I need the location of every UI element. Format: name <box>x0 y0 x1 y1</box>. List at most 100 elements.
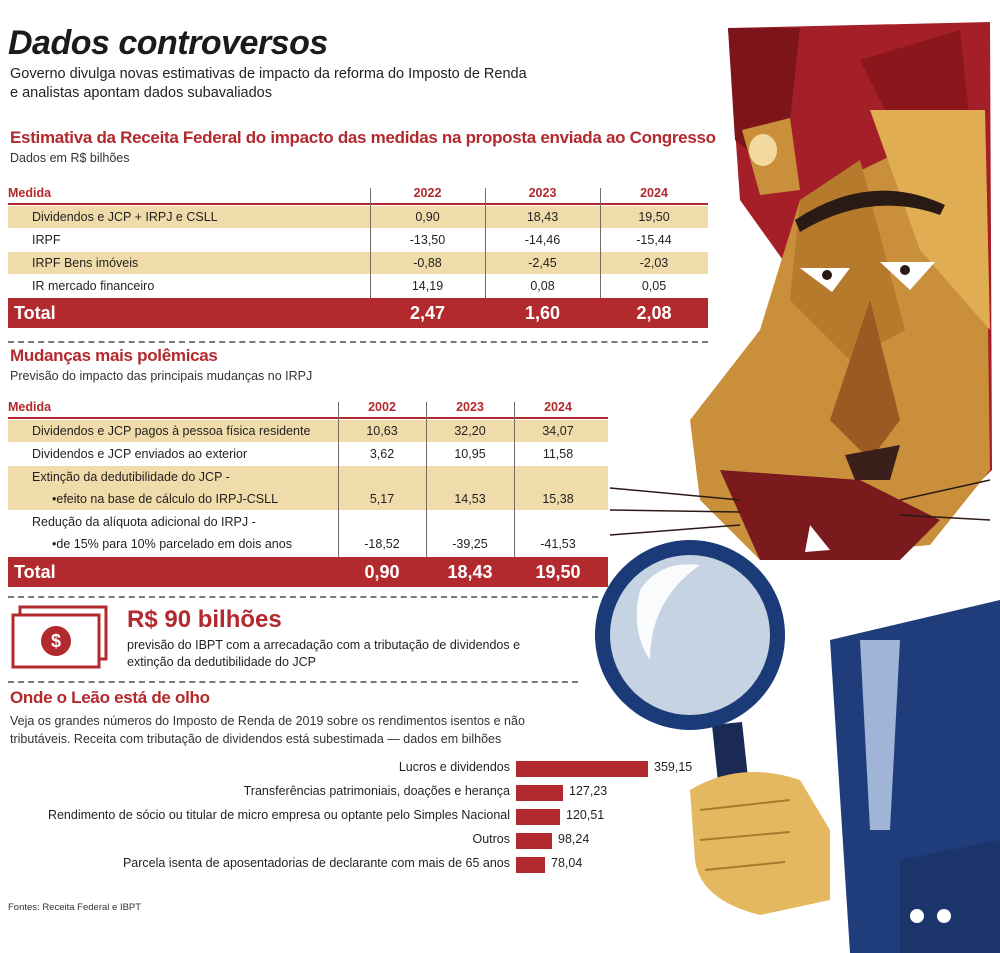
column-divider <box>370 188 371 298</box>
row-value: 19,50 <box>638 210 670 224</box>
total-value: 0,90 <box>364 562 400 582</box>
bar-value-label: 98,24 <box>558 832 590 846</box>
row-label: Dividendos e JCP enviados ao exterior <box>32 447 248 461</box>
table1-header-rule <box>8 203 708 205</box>
row-value: 3,62 <box>369 447 395 461</box>
row-value: 0,08 <box>530 279 555 293</box>
section-divider <box>8 341 708 343</box>
bar <box>516 833 552 849</box>
row-value: 32,20 <box>454 424 486 438</box>
row-value: -39,25 <box>452 537 488 551</box>
table1-title: Estimativa da Receita Federal do impacto… <box>10 128 716 147</box>
row-value: -15,44 <box>636 233 672 247</box>
row-value: -41,53 <box>540 537 576 551</box>
table2: Medida 2002 2023 2024 Dividendos e JCP p… <box>8 400 608 590</box>
table2-header-2002: 2002 <box>368 400 396 414</box>
column-divider <box>600 188 601 298</box>
row-value: 14,19 <box>411 279 444 293</box>
bar <box>516 857 545 873</box>
section-divider <box>8 596 598 598</box>
table-row: Extinção da dedutibilidade do JCP - •efe… <box>8 466 608 510</box>
total-value: 18,43 <box>447 562 493 582</box>
row-sublabel: •efeito na base de cálculo do IRPJ-CSLL <box>52 492 279 506</box>
total-label: Total <box>14 303 56 323</box>
table2-title: Mudanças mais polêmicas <box>10 346 218 365</box>
money-symbol: $ <box>51 631 61 651</box>
bar <box>516 761 648 777</box>
subtitle-line-1: Governo divulga novas estimativas de imp… <box>10 66 527 82</box>
row-value: 34,07 <box>542 424 574 438</box>
bar-value-label: 127,23 <box>569 784 608 798</box>
column-divider <box>485 188 486 298</box>
table1-note: Dados em R$ bilhões <box>10 151 130 165</box>
table1-total-row: Total 2,47 1,60 2,08 <box>8 298 708 328</box>
row-label: Dividendos e JCP pagos à pessoa física r… <box>32 424 311 438</box>
money-bill-icon: $ <box>11 605 108 669</box>
row-value: 14,53 <box>454 492 486 506</box>
total-value: 19,50 <box>535 562 581 582</box>
bar-label: Transferências patrimoniais, doações e h… <box>243 784 510 798</box>
bar-label: Lucros e dividendos <box>398 760 510 774</box>
page-subtitle: Governo divulga novas estimativas de imp… <box>10 65 590 103</box>
row-value: -2,45 <box>528 256 557 270</box>
column-divider <box>426 402 427 557</box>
row-value: 0,90 <box>415 210 440 224</box>
bar <box>516 809 560 825</box>
table-row: IRPF -13,50 -14,46 -15,44 <box>8 229 708 251</box>
bar <box>516 785 563 801</box>
row-label: IR mercado financeiro <box>32 279 155 293</box>
total-value: 2,47 <box>409 303 446 323</box>
row-value: 18,43 <box>526 210 559 224</box>
total-label: Total <box>14 562 56 582</box>
section-divider <box>8 681 578 683</box>
bar-chart: Lucros e dividendos 359,15 Transferências … <box>0 760 1000 885</box>
table2-header-medida: Medida <box>8 400 52 414</box>
table2-total-row: Total 0,90 18,43 19,50 <box>8 557 608 587</box>
table1-header-2024: 2024 <box>640 186 668 200</box>
table1-header-2022: 2022 <box>413 186 442 200</box>
highlight-amount: R$ 90 bilhões <box>127 606 282 633</box>
table2-header-2023: 2023 <box>456 400 484 414</box>
magnifying-glass-icon <box>595 540 830 915</box>
table-row: Redução da alíquota adicional do IRPJ - … <box>8 511 608 555</box>
table2-header-rule <box>8 417 608 419</box>
page-title: Dados controversos <box>8 24 328 62</box>
row-value: -13,50 <box>409 233 446 247</box>
row-value: -2,03 <box>639 256 669 270</box>
subtitle-line-2: e analistas apontam dados subavaliados <box>10 85 272 101</box>
total-value: 1,60 <box>524 303 561 323</box>
bar-value-label: 359,15 <box>654 760 693 774</box>
table2-note: Previsão do impacto das principais mudan… <box>10 369 313 383</box>
row-label: Extinção da dedutibilidade do JCP - <box>32 470 230 484</box>
bar-value-label: 78,04 <box>551 856 583 870</box>
table-row: IRPF Bens imóveis -0,88 -2,45 -2,03 <box>8 252 708 274</box>
table-row: IR mercado financeiro 14,19 0,08 0,05 <box>8 275 708 297</box>
row-value: 11,58 <box>542 447 574 461</box>
table-row: Dividendos e JCP pagos à pessoa física r… <box>8 420 608 442</box>
row-value: 5,17 <box>369 492 395 506</box>
table1: Medida 2022 2023 2024 Dividendos e JCP +… <box>8 186 708 334</box>
column-divider <box>514 402 515 557</box>
bar-label: Rendimento de sócio ou titular de micro … <box>47 808 510 822</box>
bar-label: Parcela isenta de aposentadorias de decl… <box>122 856 510 870</box>
row-label: IRPF Bens imóveis <box>32 256 139 270</box>
row-value: 15,38 <box>542 492 574 506</box>
row-value: 10,63 <box>366 424 398 438</box>
row-value: 0,05 <box>641 279 667 293</box>
row-value: -14,46 <box>524 233 561 247</box>
row-value: 10,95 <box>454 447 486 461</box>
chart-subtitle: Veja os grandes números do Imposto de Re… <box>10 714 525 746</box>
table1-header-2023: 2023 <box>528 186 557 200</box>
chart-title: Onde o Leão está de olho <box>10 688 210 707</box>
column-divider <box>338 402 339 557</box>
row-label: Redução da alíquota adicional do IRPJ - <box>32 515 256 529</box>
row-value: -0,88 <box>413 256 442 270</box>
table2-header-2024: 2024 <box>544 400 572 414</box>
sources-note: Fontes: Receita Federal e IBPT <box>8 902 142 913</box>
table1-header-medida: Medida <box>8 186 52 200</box>
bar-label: Outros <box>472 832 510 846</box>
row-sublabel: •de 15% para 10% parcelado em dois anos <box>52 537 292 551</box>
total-value: 2,08 <box>636 303 672 323</box>
table-row: Dividendos e JCP + IRPJ e CSLL 0,90 18,4… <box>8 206 708 228</box>
